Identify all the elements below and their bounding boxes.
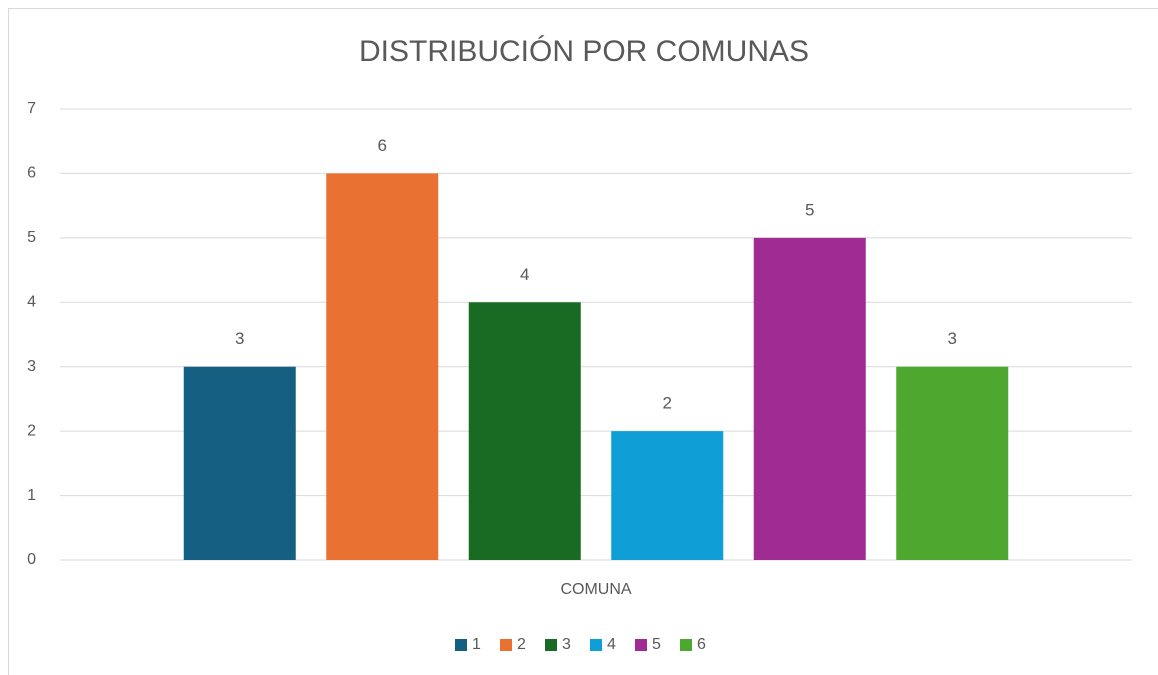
- legend-swatch: [545, 639, 557, 651]
- bar: [611, 431, 724, 560]
- chart-title: DISTRIBUCIÓN POR COMUNAS: [359, 35, 809, 68]
- data-label: 5: [805, 200, 814, 219]
- y-tick-label: 4: [27, 294, 36, 311]
- legend-label: 5: [652, 636, 661, 653]
- y-tick-label: 5: [27, 229, 36, 246]
- bar: [753, 237, 866, 560]
- bar: [326, 173, 439, 560]
- data-label: 6: [378, 136, 387, 155]
- data-label: 3: [235, 329, 244, 348]
- data-label: 2: [663, 394, 672, 413]
- x-tick-label: COMUNA: [560, 581, 631, 598]
- y-tick-label: 0: [27, 551, 36, 568]
- legend-label: 3: [562, 636, 571, 653]
- y-tick-label: 1: [27, 487, 36, 504]
- legend-swatch: [500, 639, 512, 651]
- bar: [896, 366, 1009, 560]
- y-tick-label: 3: [27, 358, 36, 375]
- legend-swatch: [635, 639, 647, 651]
- legend-swatch: [455, 639, 467, 651]
- legend-label: 4: [607, 636, 616, 653]
- y-tick-label: 6: [27, 165, 36, 182]
- legend-swatch: [680, 639, 692, 651]
- bar: [183, 366, 296, 560]
- data-label: 4: [520, 265, 529, 284]
- legend-label: 1: [472, 636, 481, 653]
- y-tick-label: 2: [27, 422, 36, 439]
- legend-swatch: [590, 639, 602, 651]
- legend-label: 2: [517, 636, 526, 653]
- bar: [468, 302, 581, 560]
- data-label: 3: [948, 329, 957, 348]
- chart-border: [8, 8, 1158, 675]
- y-tick-label: 7: [27, 100, 36, 117]
- legend-label: 6: [697, 636, 706, 653]
